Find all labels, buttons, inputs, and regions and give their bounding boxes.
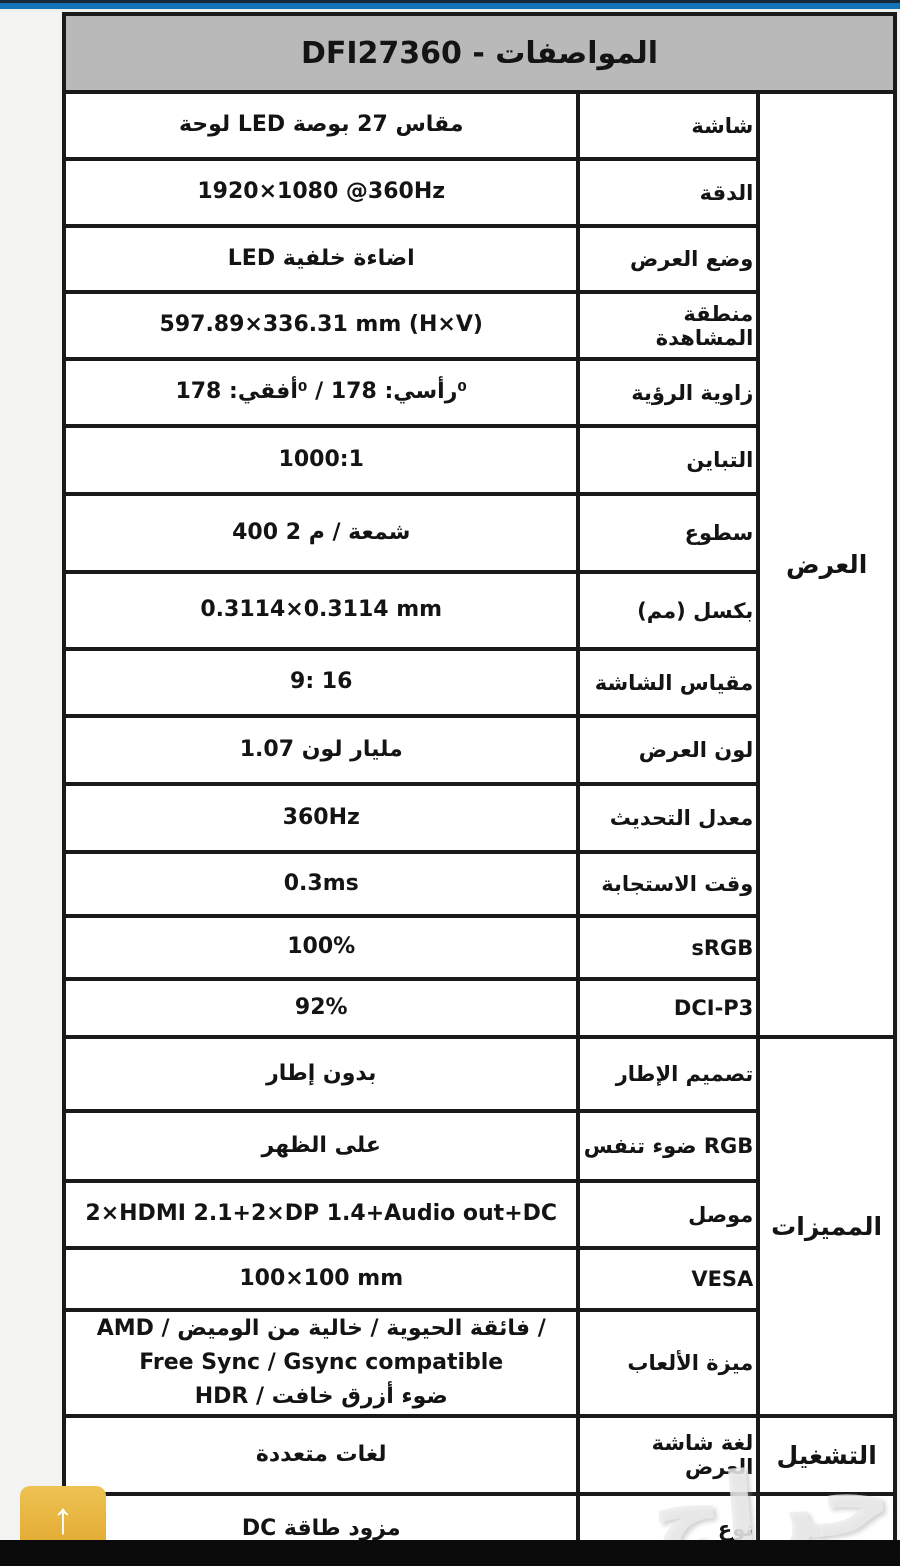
spec-value: 1000:1 [61, 424, 581, 496]
table-row: مليار لون 1.07 لون العرض [61, 714, 895, 786]
table-row: مقاس 27 بوصة LED لوحة شاشة العرض [61, 90, 897, 1039]
spec-label: مقياس الشاشة [576, 647, 761, 718]
spec-table-container: المواصفات - DFI27360 مقاس 27 بوصة LED لو… [61, 12, 897, 1566]
spec-value: لغات متعددة [61, 1414, 581, 1497]
table-row: 0.3114×0.3114 mm بكسل (مم) [61, 570, 895, 651]
spec-label: زاوية الرؤية [576, 357, 761, 428]
spec-label: ميزة الألعاب [576, 1307, 761, 1419]
spec-label: شاشة [576, 90, 761, 161]
up-arrow-icon: ↑ [52, 1494, 74, 1543]
spec-label: VESA [576, 1246, 761, 1312]
spec-label: لون العرض [576, 714, 761, 786]
table-title: المواصفات - DFI27360 [62, 12, 897, 94]
top-blue-bar [0, 0, 900, 12]
table-row: 1920×1080 @360Hz الدقة [61, 157, 895, 228]
spec-label: لغة شاشة العرض [576, 1414, 761, 1497]
spec-value: 0.3ms [61, 850, 581, 918]
spec-value: مقاس 27 بوصة LED لوحة [61, 90, 581, 161]
spec-label: سطوع [576, 492, 761, 574]
table-row: 360Hz معدل التحديث [61, 782, 895, 854]
spec-value: بدون إطار [61, 1035, 581, 1113]
spec-label: منطقة المشاهدة [576, 290, 761, 361]
spec-table: المواصفات - DFI27360 مقاس 27 بوصة LED لو… [61, 12, 897, 1566]
table-row: 92% DCI-P3 [61, 977, 895, 1039]
table-row: بدون إطار تصميم الإطار المميزات [61, 1034, 897, 1419]
spec-value: مليار لون 1.07 [61, 714, 581, 786]
spec-label: التباين [576, 424, 761, 496]
spec-value: اضاءة خلفية LED [61, 224, 581, 294]
spec-value: على الظهر [61, 1109, 581, 1183]
spec-value: 100% [61, 914, 581, 981]
spec-label: DCI-P3 [576, 977, 761, 1039]
spec-label: sRGB [576, 914, 761, 981]
group-cell-display: العرض [756, 90, 897, 1039]
spec-label: تصميم الإطار [576, 1035, 761, 1113]
table-row: 9: 16 مقياس الشاشة [61, 647, 895, 718]
spec-label: الدقة [576, 157, 761, 228]
spec-value: 92% [61, 977, 581, 1039]
group-cell-operation: التشغيل [756, 1414, 897, 1497]
table-row: 2×HDMI 2.1+2×DP 1.4+Audio out+DC موصل [61, 1179, 895, 1250]
table-row: اضاءة خلفية LED وضع العرض [61, 224, 895, 294]
spec-label: وقت الاستجابة [576, 850, 761, 918]
table-row: 0.3ms وقت الاستجابة [61, 850, 895, 918]
spec-value: شمعة / م 2 400 [61, 492, 581, 574]
spec-value: 100×100 mm [61, 1246, 581, 1312]
spec-label: معدل التحديث [576, 782, 761, 854]
spec-value: 1920×1080 @360Hz [61, 157, 581, 228]
spec-label: RGB ضوء تنفس [576, 1109, 761, 1183]
table-row: 100×100 mm VESA [61, 1246, 895, 1312]
table-row: 1000:1 التباين [61, 424, 895, 496]
table-row: شمعة / م 2 400 سطوع [61, 492, 895, 574]
spec-value: / فائقة الحيوية / خالية من الوميض / AMD … [61, 1307, 581, 1419]
spec-value: 597.89×336.31 mm (H×V) [61, 290, 581, 361]
bottom-black-bar [0, 1540, 900, 1566]
spec-value: 9: 16 [61, 647, 581, 718]
spec-value: 2×HDMI 2.1+2×DP 1.4+Audio out+DC [61, 1179, 581, 1250]
spec-label: وضع العرض [576, 224, 761, 294]
spec-label: بكسل (مم) [576, 570, 761, 651]
spec-value: ⁰رأسي: 178 / ⁰أفقي: 178 [61, 357, 581, 428]
table-row: لغات متعددة لغة شاشة العرض التشغيل [61, 1414, 897, 1497]
table-row: / فائقة الحيوية / خالية من الوميض / AMD … [61, 1307, 895, 1419]
table-row: 597.89×336.31 mm (H×V) منطقة المشاهدة [61, 290, 895, 361]
spec-value: 360Hz [61, 782, 581, 854]
group-cell-features: المميزات [756, 1034, 897, 1419]
table-row: ⁰رأسي: 178 / ⁰أفقي: 178 زاوية الرؤية [61, 357, 895, 428]
table-row: 100% sRGB [61, 914, 895, 981]
spec-value: 0.3114×0.3114 mm [61, 570, 581, 651]
table-row: على الظهر RGB ضوء تنفس [61, 1109, 895, 1183]
spec-label: موصل [576, 1179, 761, 1250]
table-header-row: المواصفات - DFI27360 [62, 12, 897, 94]
